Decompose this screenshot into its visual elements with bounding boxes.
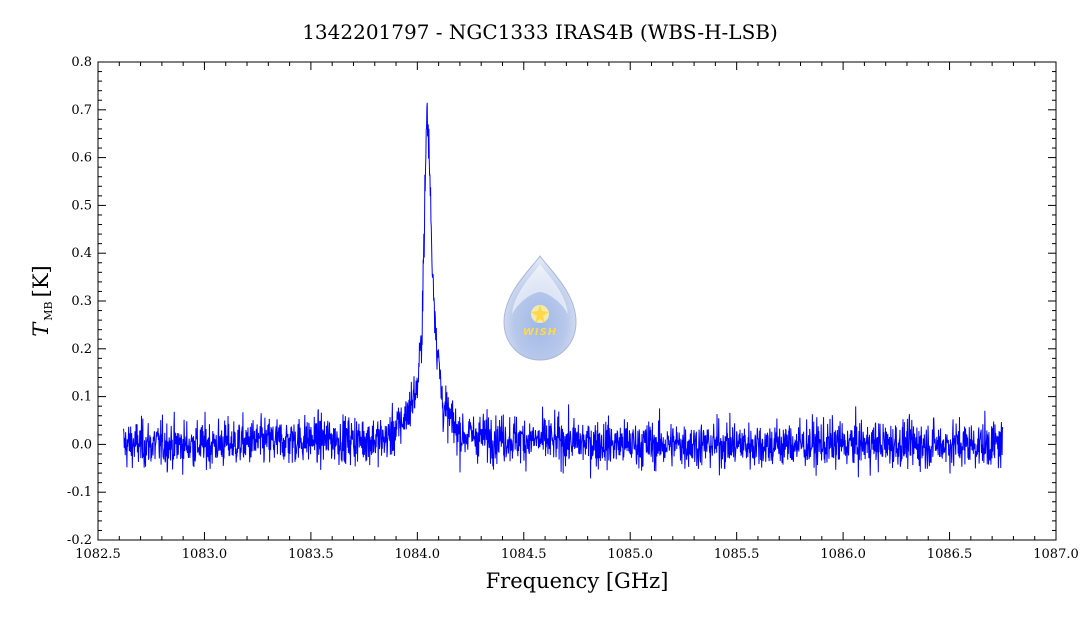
y-axis-label-sub: MB [42,301,55,320]
logo-text: WISH [523,327,557,338]
y-tick-label: 0.0 [71,437,92,452]
y-tick-label: 0.4 [71,246,92,261]
y-tick-label: -0.2 [67,533,92,548]
y-tick-label: 0.2 [71,342,92,357]
y-axis-label: TMB [K] [29,265,55,336]
x-tick-label: 1082.5 [75,547,121,562]
y-tick-label: 0.7 [71,103,92,118]
x-tick-label: 1084.0 [395,547,441,562]
x-tick-label: 1083.0 [182,547,228,562]
x-tick-label: 1086.5 [927,547,973,562]
x-tick-label: 1084.5 [501,547,547,562]
wish-logo: WISH [503,255,577,361]
y-tick-label: 0.5 [71,198,92,213]
x-tick-label: 1087.0 [1033,547,1079,562]
y-axis: -0.2 -0.1 0.0 0.1 0.2 0.3 0.4 0.5 0.6 0.7 0.8 [67,55,1056,548]
y-tick-label: 0.6 [71,151,92,166]
x-tick-label: 1083.5 [288,547,334,562]
chart-title: 1342201797 - NGC1333 IRAS4B (WBS-H-LSB) [302,20,778,44]
x-tick-label: 1085.5 [714,547,760,562]
x-tick-label: 1086.0 [820,547,866,562]
spectrum-line [123,102,1004,479]
y-tick-label: -0.1 [67,485,92,500]
x-axis: 1082.5 1083.0 1083.5 1084.0 1084.5 1085.0 1085… [75,62,1079,562]
x-axis-label: Frequency [GHz] [486,569,669,593]
y-axis-label-unit: [K] [29,265,53,297]
x-tick-label: 1085.0 [607,547,653,562]
y-tick-label: 0.8 [71,55,92,70]
logo-highlight [512,264,568,314]
y-tick-label: 0.3 [71,294,92,309]
y-axis-label-main: T [29,321,53,337]
y-tick-label: 0.1 [71,390,92,405]
star-icon [531,304,549,323]
plot-frame [97,61,1057,541]
